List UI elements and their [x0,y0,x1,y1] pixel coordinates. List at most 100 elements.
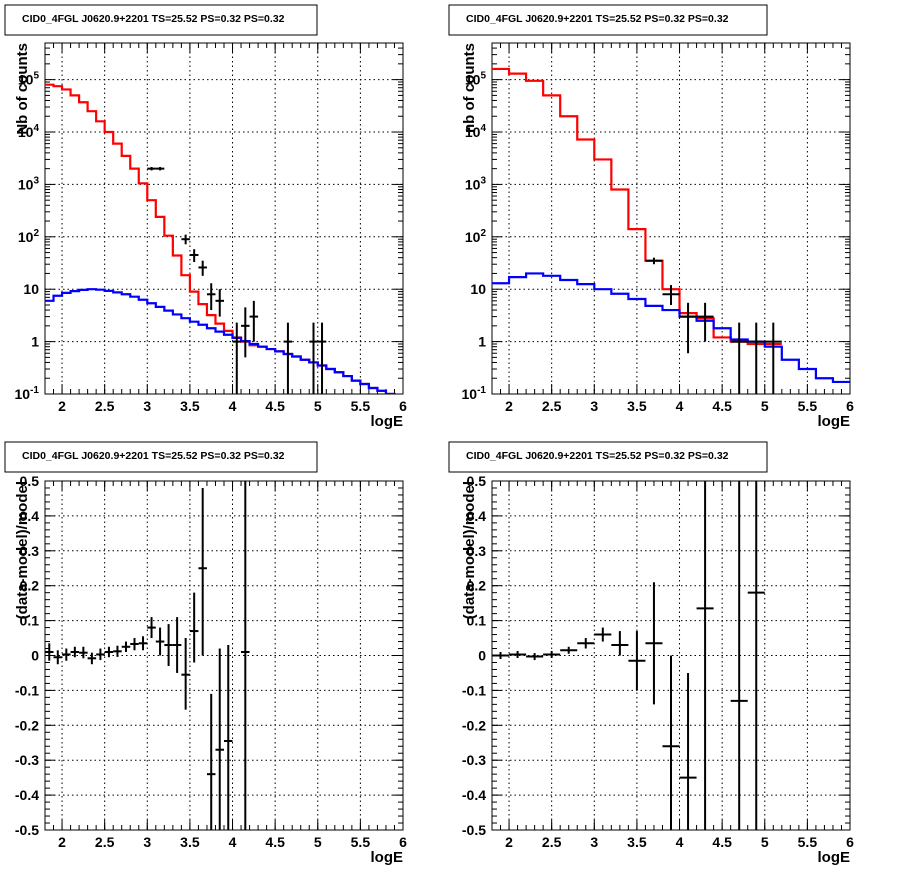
y-tick-label: 0 [478,648,486,664]
data-point [730,481,748,830]
data-point [543,650,561,658]
y-tick-label: 0.1 [467,613,487,629]
x-tick-label: 3 [143,398,151,414]
x-tick-label: 2.5 [542,398,562,414]
data-point [224,645,233,830]
y-tick-label: -0.5 [15,822,39,838]
y-tick-label: -0.1 [462,682,486,698]
y-tick-label: 102 [18,228,40,245]
x-axis-title: logE [818,413,851,430]
y-tick-label: 105 [18,71,40,88]
x-tick-label: 2.5 [95,398,115,414]
y-tick-label: 105 [465,71,487,88]
data-point [560,646,578,654]
y-tick-label: -0.2 [15,717,39,733]
ticks [491,480,851,831]
data-point [172,617,182,673]
grid [492,481,850,830]
y-tick-label: 10-1 [462,385,487,402]
ticks [44,480,404,831]
y-axis-title: (data-model)/model [14,481,31,619]
data-point [241,481,250,830]
data-point [198,260,207,276]
data-point [206,693,216,830]
grid [45,481,403,830]
series-line-blue [492,272,850,384]
x-tick-label: 5 [314,398,322,414]
panel-bottom-right: 2 2.5 3 3.5 4 4.5 5 5.5 6 -0.5 -0.4 -0.3 -0.2 -0.1 0 0.… [448,441,854,866]
y-tick-label: 103 [465,175,487,192]
data-point [283,322,293,394]
y-tick-label: -0.3 [15,752,39,768]
data-point [662,285,680,305]
x-tick-label: 6 [846,398,854,414]
x-axis-title: logE [371,849,404,866]
data-point [189,592,199,663]
grid [492,43,850,394]
data-point [96,648,105,661]
data-point [232,322,242,394]
x-tick-label: 4.5 [712,834,732,850]
title-box [448,441,768,473]
x-axis-title: logE [371,413,404,430]
x-tick-label: 3 [590,398,598,414]
data-point [679,672,697,830]
data-point [747,322,765,394]
y-tick-label: 1 [478,334,486,350]
title-box [4,4,318,36]
data-point [155,166,165,171]
y-tick-label: 0.5 [467,473,487,489]
ticks [44,42,404,395]
data-point [645,257,663,265]
plot-area [492,481,765,830]
data-point [113,645,122,657]
data-point [130,638,139,651]
series-line-red [492,67,782,346]
data-point [164,624,173,666]
x-tick-label: 6 [399,398,407,414]
chart-title: CID0_4FGL J0620.9+2201 TS=25.52 PS=0.32 … [22,450,285,462]
y-tick-label: 0.3 [20,543,40,559]
data-point [611,631,629,656]
x-tick-label: 6 [846,834,854,850]
data-point [679,302,697,354]
x-tick-label: 5.5 [351,398,371,414]
x-tick-label: 6 [399,834,407,850]
series-line-red [45,83,396,394]
x-tick-label: 3.5 [627,398,647,414]
x-tick-label: 2 [58,834,66,850]
x-tick-label: 2.5 [542,834,562,850]
data-point [198,487,207,656]
y-tick-label: -0.3 [462,752,486,768]
data-point [249,300,259,342]
y-tick-label: 1 [31,334,39,350]
y-tick-label: 10 [23,281,39,297]
data-point [594,627,612,642]
x-tick-label: 5.5 [798,398,818,414]
y-tick-label: 0.4 [467,508,487,524]
x-tick-label: 4 [676,398,684,414]
data-point [121,641,131,653]
data-point [747,481,765,830]
grid [45,43,403,394]
y-tick-label: 10-1 [15,385,40,402]
data-point [79,646,88,659]
data-point [628,631,646,691]
data-point [87,652,97,665]
x-tick-label: 5 [761,398,769,414]
y-tick-label: -0.2 [462,717,486,733]
data-point [526,653,544,661]
data-point [492,652,510,659]
data-point [206,283,216,311]
plot-area [492,67,850,394]
ticks [491,42,851,395]
y-tick-label: 103 [18,175,40,192]
y-tick-label: 102 [465,228,487,245]
plot-frame [44,480,404,831]
y-tick-label: -0.1 [15,682,39,698]
x-tick-label: 2.5 [95,834,115,850]
x-tick-label: 4 [676,834,684,850]
x-tick-label: 5 [314,834,322,850]
panel-bottom-left: 2 2.5 3 3.5 4 4.5 5 5.5 6 -0.5 -0.4 -0.3 -0.2 -0.1 0 0.… [4,441,407,866]
